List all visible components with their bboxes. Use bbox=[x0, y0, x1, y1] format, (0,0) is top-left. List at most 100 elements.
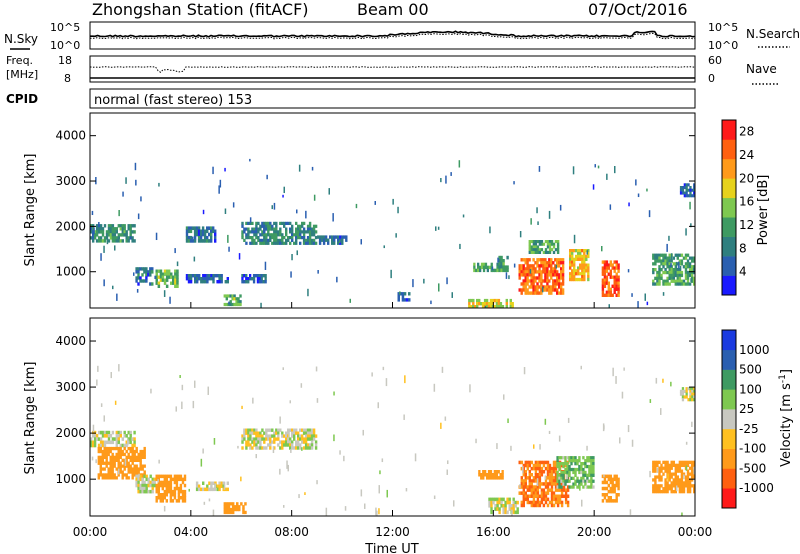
echo-cell bbox=[273, 431, 276, 435]
echo-cell bbox=[291, 233, 294, 237]
echo-cell bbox=[662, 490, 665, 494]
echo-cell bbox=[660, 478, 663, 482]
echo-cell bbox=[607, 266, 610, 270]
echo-cell bbox=[501, 470, 504, 474]
echo-cell bbox=[131, 452, 134, 457]
echo-cell bbox=[129, 467, 132, 471]
echo-cell bbox=[613, 483, 616, 488]
echo-cell bbox=[526, 279, 529, 283]
echo-cell bbox=[552, 279, 555, 283]
echo-cell bbox=[672, 279, 675, 283]
echo-cell bbox=[155, 486, 158, 491]
echo-cell bbox=[603, 477, 607, 482]
echo-cell bbox=[516, 507, 519, 511]
echo-cell bbox=[495, 302, 499, 306]
echo-cell bbox=[524, 491, 527, 495]
echo-cell bbox=[99, 437, 103, 441]
echo-cell bbox=[594, 164, 596, 168]
echo-cell bbox=[127, 438, 129, 446]
echo-cell bbox=[548, 479, 552, 483]
echo-cell bbox=[261, 238, 264, 242]
echo-cell bbox=[115, 437, 118, 441]
echo-cell bbox=[242, 510, 245, 515]
echo-cell bbox=[656, 467, 659, 473]
echo-cell bbox=[682, 487, 686, 491]
echo-cell bbox=[538, 500, 542, 505]
echo-cell bbox=[520, 491, 523, 495]
echo-cell bbox=[310, 233, 314, 237]
echo-cell bbox=[678, 490, 682, 494]
echo-cell bbox=[562, 485, 566, 489]
echo-cell bbox=[536, 485, 540, 489]
echo-cell bbox=[287, 236, 290, 240]
echo-cell bbox=[253, 428, 256, 432]
echo-cell bbox=[322, 235, 326, 239]
echo-cell bbox=[305, 210, 307, 219]
echo-cell bbox=[155, 275, 158, 279]
echo-cell bbox=[534, 279, 537, 283]
echo-cell bbox=[474, 305, 477, 308]
echo-cell bbox=[518, 264, 521, 268]
echo-cell bbox=[397, 298, 400, 302]
echo-cell bbox=[163, 278, 167, 282]
echo-cell bbox=[312, 431, 316, 435]
echo-cell bbox=[548, 273, 551, 277]
echo-cell bbox=[554, 270, 557, 274]
echo-cell bbox=[433, 383, 436, 392]
echo-cell bbox=[459, 307, 462, 308]
echo-cell bbox=[243, 274, 246, 278]
echo-cell bbox=[693, 188, 695, 192]
echo-cell bbox=[501, 476, 504, 480]
echo-cell bbox=[693, 259, 695, 263]
echo-cell bbox=[631, 293, 633, 297]
echo-cell bbox=[304, 437, 308, 441]
echo-cell bbox=[310, 230, 314, 234]
echo-cell bbox=[590, 470, 593, 475]
echo-cell bbox=[343, 235, 346, 239]
echo-cell bbox=[220, 280, 223, 284]
echo-cell bbox=[627, 425, 630, 433]
echo-cell bbox=[405, 488, 408, 492]
echo-cell bbox=[570, 456, 573, 460]
echo-cell bbox=[544, 491, 548, 495]
echo-cell bbox=[90, 236, 93, 240]
echo-cell bbox=[158, 459, 160, 464]
echo-cell bbox=[273, 434, 276, 438]
echo-cell bbox=[512, 504, 515, 508]
echo-cell bbox=[658, 469, 661, 473]
echo-cell bbox=[345, 235, 348, 239]
echo-cell bbox=[544, 485, 548, 489]
echo-cell bbox=[534, 470, 538, 474]
echo-cell bbox=[241, 405, 243, 410]
echo-cell bbox=[508, 275, 510, 280]
echo-cell bbox=[566, 464, 569, 469]
echo-cell bbox=[690, 472, 694, 476]
echo-cell bbox=[524, 485, 527, 489]
echo-cell bbox=[318, 238, 322, 242]
echo-cell bbox=[141, 455, 144, 459]
echo-cell bbox=[169, 474, 173, 479]
echo-cell bbox=[587, 254, 590, 259]
echo-cell bbox=[287, 437, 290, 441]
echo-cell bbox=[273, 202, 276, 210]
echo-cell bbox=[568, 456, 571, 460]
echo-cell bbox=[512, 500, 515, 505]
echo-cell bbox=[109, 458, 112, 462]
echo-cell bbox=[243, 434, 246, 438]
echo-cell bbox=[577, 269, 580, 273]
echo-cell bbox=[603, 486, 607, 491]
echo-cell bbox=[176, 281, 179, 285]
echo-cell bbox=[546, 270, 549, 274]
echo-cell bbox=[611, 489, 614, 494]
echo-cell bbox=[534, 285, 537, 289]
echo-cell bbox=[231, 510, 235, 515]
echo-cell bbox=[171, 489, 175, 494]
echo-cell bbox=[143, 486, 146, 491]
echo-cell bbox=[505, 272, 508, 279]
echo-cell bbox=[574, 482, 577, 486]
echo-cell bbox=[163, 496, 166, 500]
echo-cell bbox=[237, 302, 240, 307]
echo-cell bbox=[678, 279, 682, 283]
echo-cell bbox=[105, 461, 108, 465]
echo-cell bbox=[506, 268, 509, 273]
